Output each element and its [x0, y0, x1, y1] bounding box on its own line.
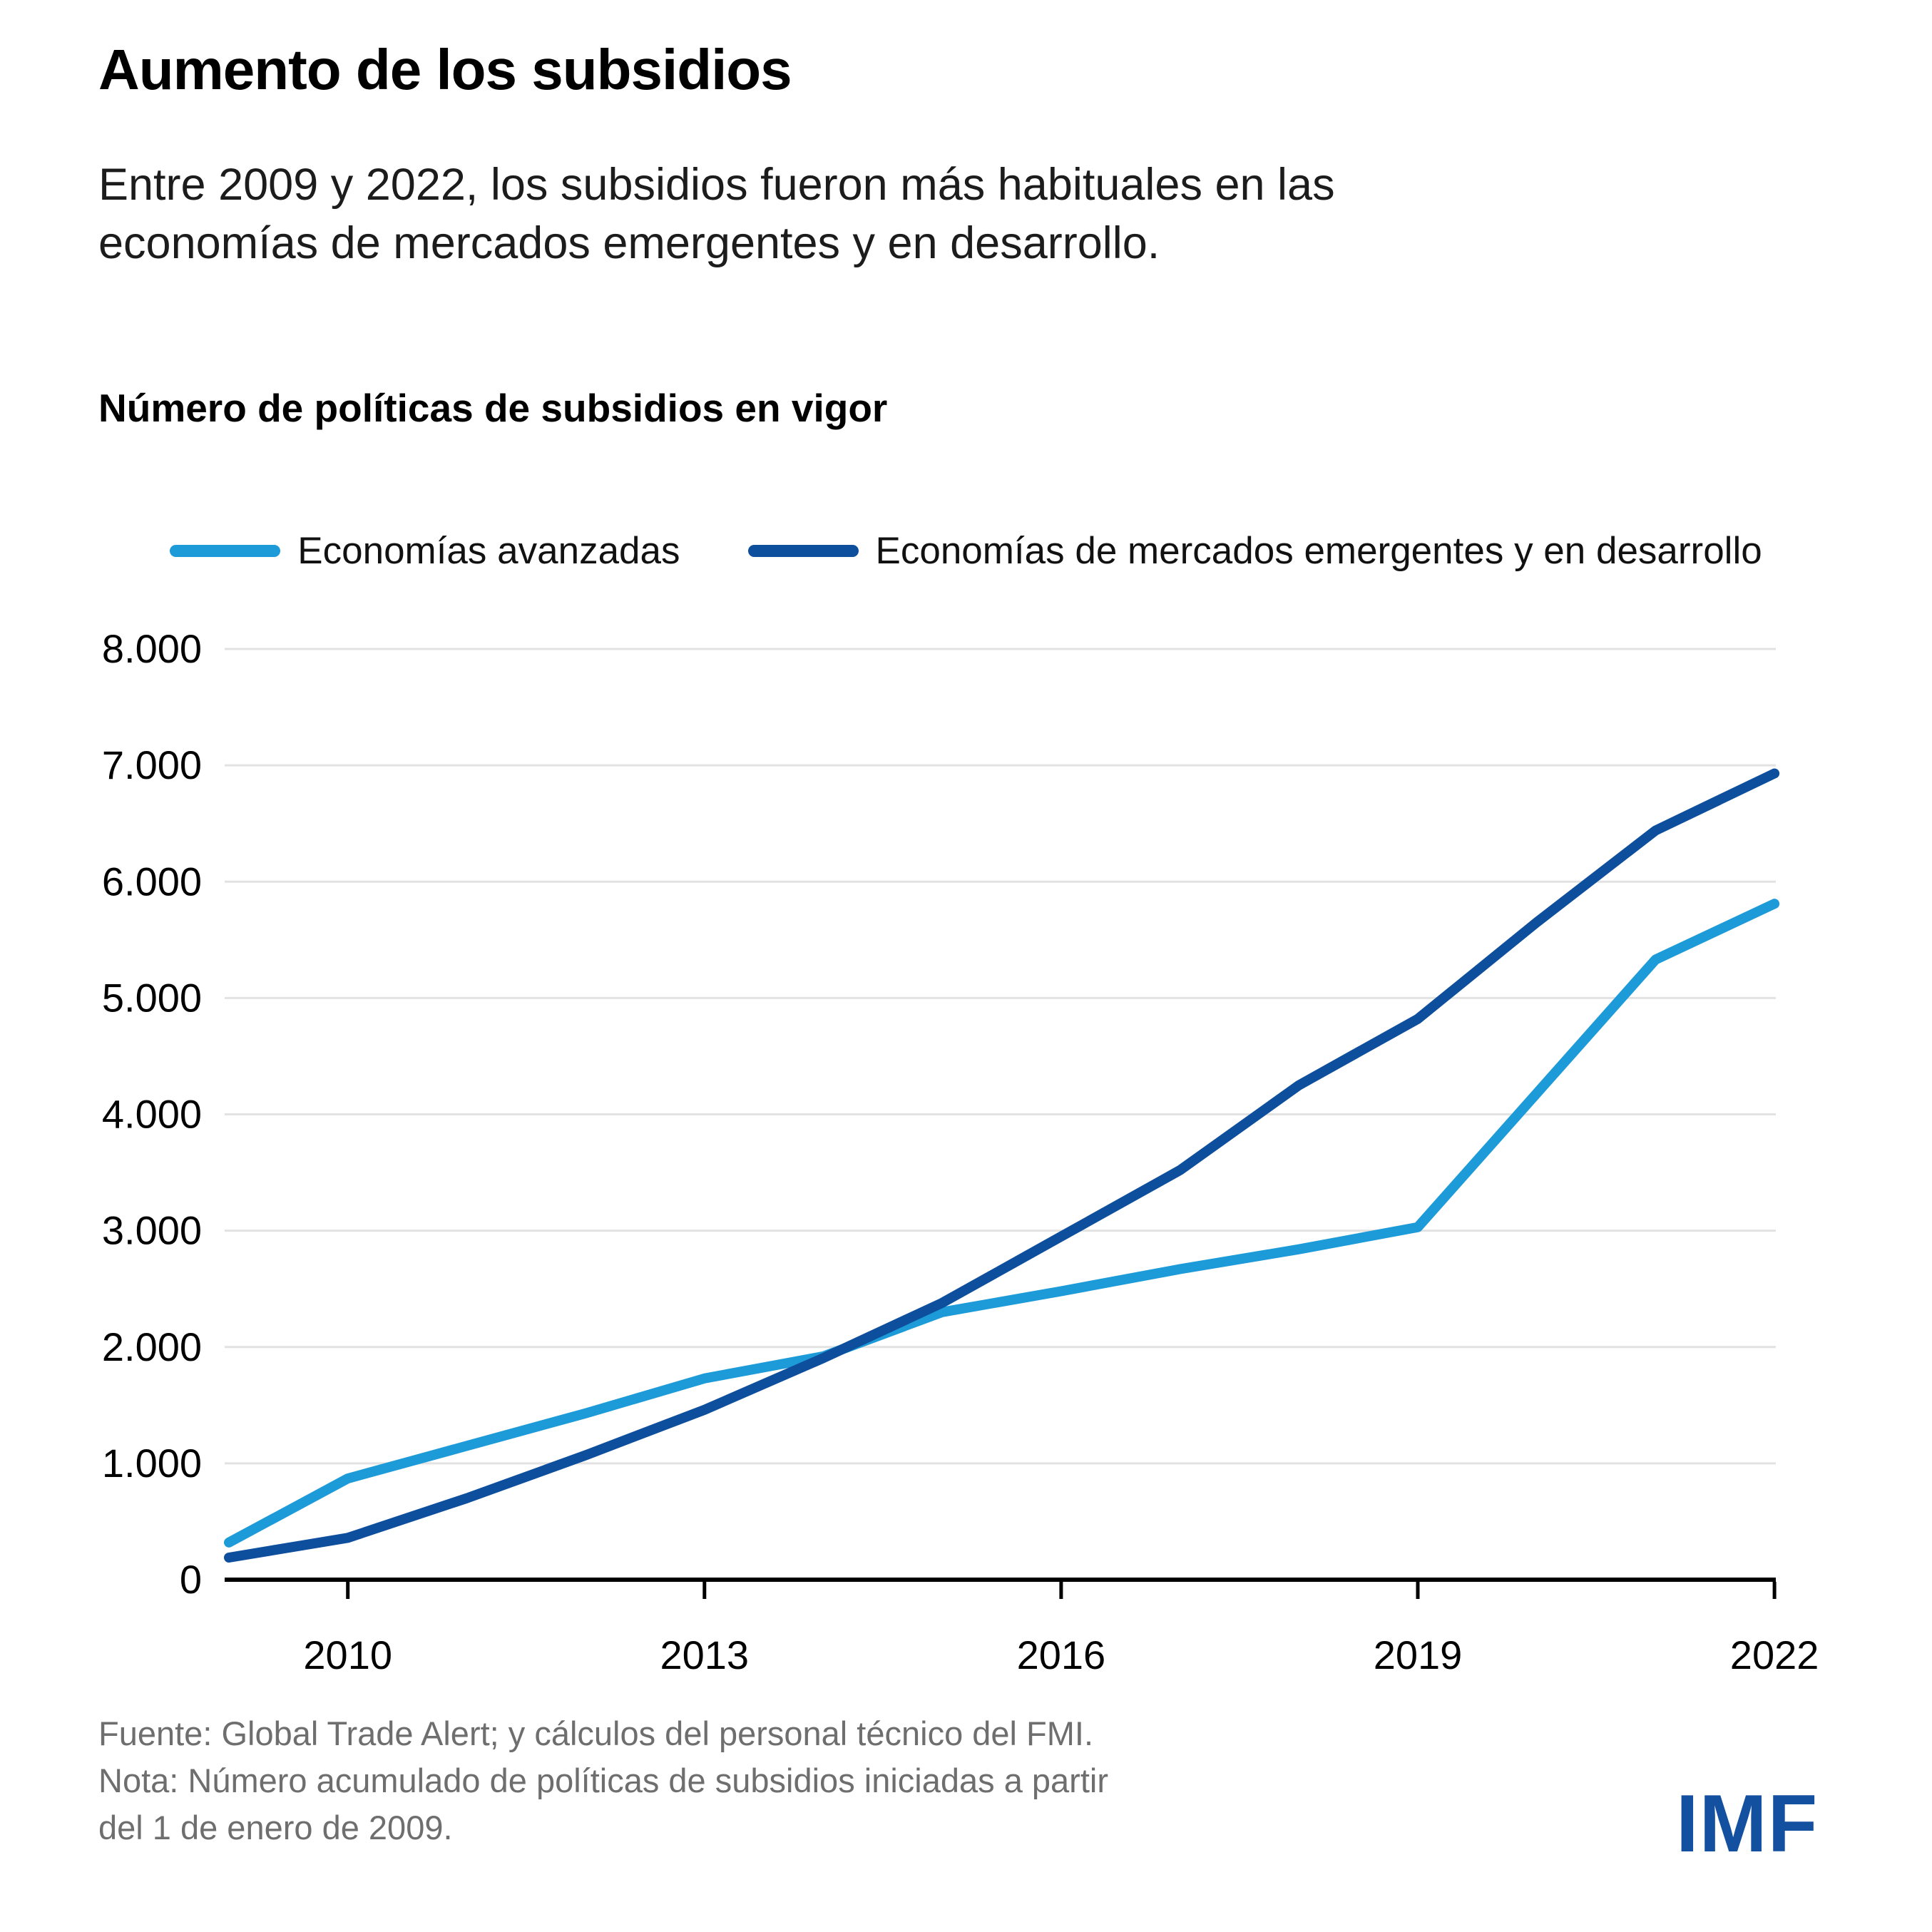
y-axis-label-3000: 3.000 — [102, 1208, 202, 1253]
note-line-2: del 1 de enero de 2009. — [98, 1809, 453, 1846]
x-axis-label-2022: 2022 — [1730, 1632, 1819, 1677]
x-axis-label-2019: 2019 — [1374, 1632, 1463, 1677]
y-axis-label-6000: 6.000 — [102, 859, 202, 904]
x-axis-label-2010: 2010 — [303, 1632, 392, 1677]
page-title: Aumento de los subsidios — [98, 38, 792, 101]
subtitle-line-2: economías de mercados emergentes y en de… — [98, 218, 1160, 268]
y-axis-label-1000: 1.000 — [102, 1441, 202, 1486]
series-line-emde — [224, 768, 1780, 1563]
subtitle: Entre 2009 y 2022, los subsidios fueron … — [98, 155, 1335, 272]
y-axis-label-0: 0 — [180, 1557, 202, 1602]
y-axis-label-5000: 5.000 — [102, 975, 202, 1020]
legend-swatch-icon — [170, 545, 281, 557]
source-note: Fuente: Global Trade Alert; y cálculos d… — [98, 1714, 1094, 1752]
y-axis-label-4000: 4.000 — [102, 1092, 202, 1137]
y-axis-label-2000: 2.000 — [102, 1324, 202, 1369]
legend-item-advanced: Economías avanzadas — [170, 529, 680, 573]
imf-logo: IMF — [1676, 1779, 1819, 1869]
legend-item-emde: Economías de mercados emergentes y en de… — [747, 529, 1762, 573]
series-line-advanced — [224, 899, 1780, 1548]
x-axis-label-2013: 2013 — [660, 1632, 750, 1677]
legend-label: Economías de mercados emergentes y en de… — [875, 530, 1762, 572]
legend-label: Economías avanzadas — [297, 530, 680, 572]
y-axis-label-7000: 7.000 — [102, 742, 202, 787]
legend: Economías avanzadas Economías de mercados… — [0, 529, 1932, 573]
y-axis-label-8000: 8.000 — [102, 626, 202, 671]
note-line-1: Nota: Número acumulado de políticas de s… — [98, 1762, 1108, 1799]
subtitle-line-1: Entre 2009 y 2022, los subsidios fueron … — [98, 160, 1335, 210]
x-axis-label-2016: 2016 — [1017, 1632, 1106, 1677]
footer-notes: Fuente: Global Trade Alert; y cálculos d… — [98, 1710, 1108, 1851]
chart-heading: Número de políticas de subsidios en vigo… — [98, 386, 888, 430]
legend-swatch-icon — [747, 545, 859, 557]
